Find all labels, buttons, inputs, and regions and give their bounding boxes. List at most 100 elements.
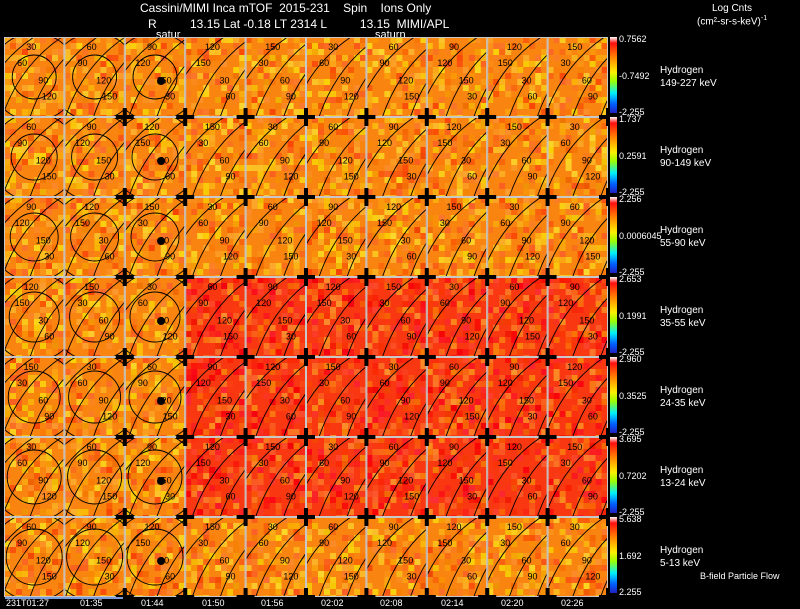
contour-label: 30 <box>26 442 36 452</box>
contour-label: 150 <box>277 315 292 325</box>
grid-cross-marker <box>115 428 134 446</box>
channel-species: Hydrogen <box>660 65 704 76</box>
grid-cross-marker <box>236 188 255 206</box>
contour-label: 120 <box>96 475 111 485</box>
saturn-marker <box>157 157 166 165</box>
contour-label: 90 <box>582 555 592 565</box>
contour-label: 120 <box>326 282 341 292</box>
grid-cross-marker <box>236 428 255 446</box>
contour-label: 30 <box>561 58 571 68</box>
colorbar-0 <box>610 37 617 113</box>
heatmap-cell: 150 30 60 90 <box>185 517 246 597</box>
heatmap-cell: 90 120 150 30 <box>245 277 307 357</box>
contour-label: 120 <box>217 315 232 325</box>
grid-cross-marker <box>176 428 195 446</box>
contour-label: 30 <box>165 491 175 501</box>
contour-label: 90 <box>286 491 296 501</box>
contour-label: 90 <box>449 42 459 52</box>
contour-label: 120 <box>223 251 238 261</box>
contour-label: 30 <box>259 458 269 468</box>
contour-label: 120 <box>15 218 30 228</box>
contour-label: 60 <box>87 442 97 452</box>
grid-cross-marker <box>357 188 376 206</box>
chart-title: Cassini/MIMI Inca mTOF 2015-231 Spin Ion… <box>140 1 432 15</box>
cell-border <box>547 357 608 437</box>
cell-border <box>487 37 548 117</box>
cell-border <box>4 437 65 517</box>
grid-cross-marker <box>357 348 376 366</box>
contour-label: 30 <box>379 298 389 308</box>
contour-label: 60 <box>509 282 519 292</box>
grid-cross-marker <box>599 108 608 126</box>
contour-label: 60 <box>280 75 290 85</box>
contour-label: 60 <box>280 475 290 485</box>
heatmap-cell: 150 30 60 90 <box>245 437 307 517</box>
contour-label: 150 <box>498 58 513 68</box>
time-tick-label: 01:44 <box>141 598 164 608</box>
cell-border <box>366 277 427 357</box>
contour-label: 120 <box>36 555 51 565</box>
colorbar-units-title: Log Cnts <box>712 3 753 14</box>
heatmap-cell: 120 150 30 60 <box>306 277 367 357</box>
contour-label: 150 <box>344 171 359 181</box>
contour-label: 120 <box>398 75 413 85</box>
contour-label: 150 <box>459 475 474 485</box>
contour-label: 90 <box>77 58 87 68</box>
cell-border <box>245 197 307 277</box>
contour-label: 30 <box>105 571 115 581</box>
cell-border <box>245 277 307 357</box>
cell-border <box>426 37 488 117</box>
grid-cross-marker <box>115 508 134 526</box>
contour-label: 60 <box>340 395 350 405</box>
contour-label: 120 <box>75 138 90 148</box>
contour-label: 120 <box>558 298 573 308</box>
contour-label: 30 <box>219 75 229 85</box>
contour-label: 30 <box>165 91 175 101</box>
contour-label: 90 <box>588 91 598 101</box>
contour-label: 30 <box>340 315 350 325</box>
contour-label: 90 <box>379 58 389 68</box>
contour-label: 60 <box>165 171 175 181</box>
contour-label: 90 <box>449 442 459 452</box>
contour-label: 30 <box>440 218 450 228</box>
time-tick-label: 02:02 <box>321 598 344 608</box>
cell-border <box>185 197 246 277</box>
contour-label: 90 <box>99 395 109 405</box>
cell-border <box>306 117 367 197</box>
grid-cross-marker <box>538 188 557 206</box>
contour-label: 60 <box>219 155 229 165</box>
saturn-marker <box>157 397 166 405</box>
contour-label: 60 <box>259 138 269 148</box>
colorbar-max-label: 2.256 <box>619 194 642 204</box>
contour-label: 120 <box>377 538 392 548</box>
cell-border <box>185 437 246 517</box>
contour-label: 60 <box>286 411 296 421</box>
contour-label: 120 <box>446 122 461 132</box>
contour-label: 150 <box>404 491 419 501</box>
channel-species: Hydrogen <box>660 465 704 476</box>
contour-label: 60 <box>17 58 27 68</box>
colorbar-min-label: -2.255 <box>619 267 645 277</box>
cell-border <box>4 37 65 117</box>
contour-label: 90 <box>582 155 592 165</box>
contour-label: 90 <box>87 522 97 532</box>
contour-label: 150 <box>15 298 30 308</box>
contour-label: 120 <box>144 522 159 532</box>
grid-cross-marker <box>115 588 134 597</box>
contour-label: 90 <box>259 218 269 228</box>
contour-label: 120 <box>102 411 117 421</box>
cell-border <box>124 437 186 517</box>
contour-label: 60 <box>26 122 36 132</box>
contour-label: 120 <box>344 491 359 501</box>
colorbar-max-label: 3.695 <box>619 434 642 444</box>
contour-label: 30 <box>570 522 580 532</box>
contour-label: 60 <box>105 251 115 261</box>
